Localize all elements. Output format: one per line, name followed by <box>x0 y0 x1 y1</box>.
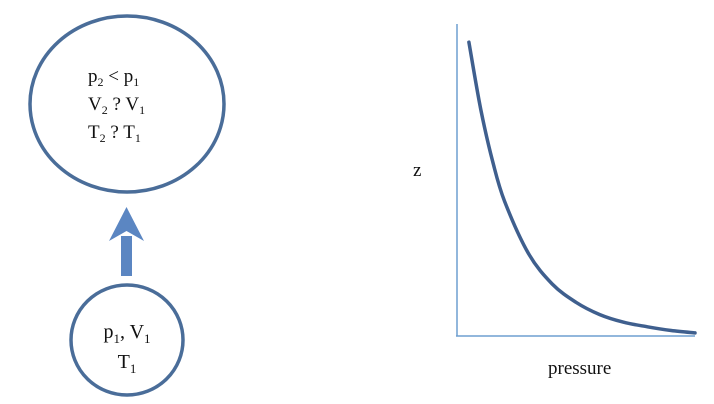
y-axis-label: z <box>413 160 421 181</box>
x-axis-label: pressure <box>548 358 611 379</box>
pressure-relation: p2 < p1 <box>88 66 139 89</box>
temperature-relation: T2 ? T1 <box>88 122 141 145</box>
final-state-circle <box>28 14 226 194</box>
z-curve <box>467 40 697 335</box>
final-state: p2 < p1 V2 ? V1 T2 ? T1 <box>28 14 226 194</box>
z-vs-pressure-chart: z pressure <box>413 24 697 379</box>
initial-state: p1, V1 T1 <box>69 283 185 397</box>
up-arrow-icon <box>109 207 144 276</box>
initial-temperature: T1 <box>118 351 137 376</box>
initial-state-circle <box>69 283 185 397</box>
volume-relation: V2 ? V1 <box>88 94 145 117</box>
initial-pressure-volume: p1, V1 <box>103 321 150 346</box>
